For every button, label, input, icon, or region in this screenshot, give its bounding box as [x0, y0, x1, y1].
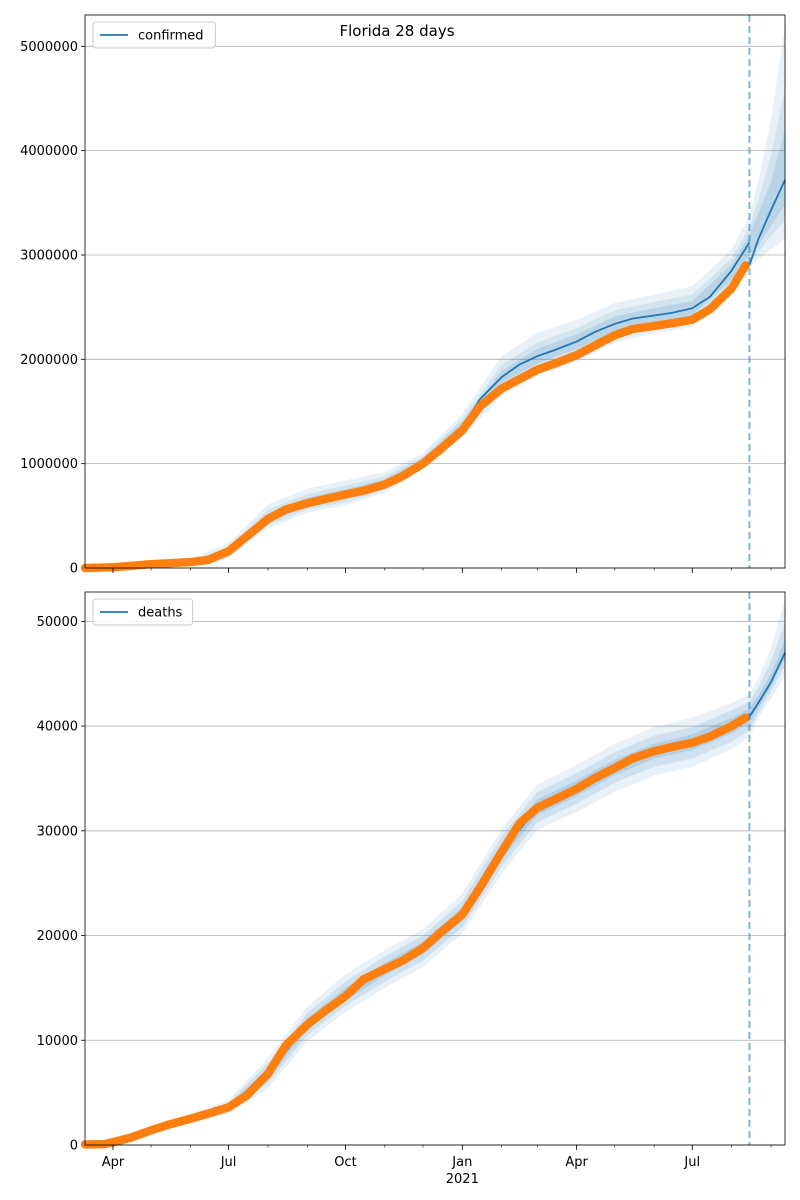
x-tick-label: Jul [683, 1155, 700, 1170]
y-tick-label: 0 [70, 562, 78, 577]
y-tick-label: 50000 [37, 615, 78, 630]
y-tick-label: 0 [70, 1139, 78, 1154]
y-tick-label: 5000000 [20, 40, 78, 55]
y-tick-label: 30000 [37, 824, 78, 839]
figure-title: Florida 28 days [339, 22, 454, 40]
forecast-line [748, 652, 786, 718]
uncertainty-band [85, 25, 785, 568]
y-tick-label: 1000000 [20, 457, 78, 472]
confirmed-panel: 0 1000000 2000000 3000000 4000000 5000000 conf… [20, 14, 786, 577]
y-tick-label: 2000000 [20, 353, 78, 368]
y-tick-label: 20000 [37, 929, 78, 944]
observed-point [741, 261, 750, 270]
deaths-panel: 0 10000 20000 30000 40000 50000 deaths [37, 591, 786, 1154]
legend-box [92, 21, 216, 49]
y-tick-label: 4000000 [20, 144, 78, 159]
y-tick-label: 10000 [37, 1034, 78, 1049]
x-year-label: 2021 [446, 1172, 479, 1187]
axes-frame [84, 591, 786, 1146]
legend: confirmed [92, 21, 216, 49]
x-tick-label: Apr [102, 1155, 125, 1170]
observed-point [741, 713, 750, 722]
x-tick-label: Oct [334, 1155, 356, 1170]
x-tick-label: Apr [565, 1155, 588, 1170]
legend-label: confirmed [138, 29, 204, 44]
legend-box [92, 598, 194, 626]
y-tick-label: 40000 [37, 720, 78, 735]
legend-label: deaths [138, 606, 183, 621]
shared-x-axis: Apr Jul Oct Jan Apr Jul 2021 [102, 1155, 700, 1187]
forecast-line [748, 179, 786, 266]
x-tick-label: Jul [220, 1155, 237, 1170]
legend: deaths [92, 598, 194, 626]
x-tick-label: Jan [451, 1155, 472, 1170]
y-tick-label: 3000000 [20, 248, 78, 263]
axes-frame [84, 14, 786, 569]
